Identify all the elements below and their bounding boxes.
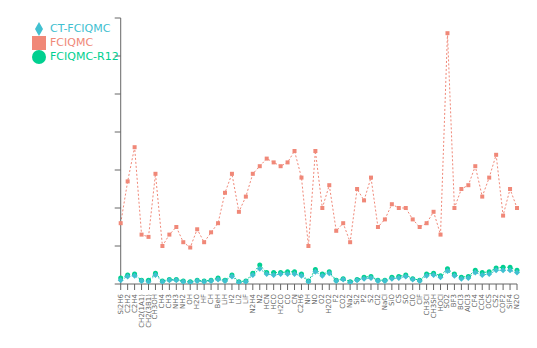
svg-text:SiF4: SiF4 [506,294,514,309]
svg-text:ClF: ClF [415,294,424,305]
svg-text:BeH: BeH [214,294,222,309]
svg-text:Si2: Si2 [353,294,362,305]
svg-text:SO: SO [401,294,410,304]
html-text:FCIQMC-R12: FCIQMC-R12 [50,50,119,63]
svg-text:CO2: CO2 [339,294,348,309]
svg-text:CH3SH: CH3SH [429,294,438,319]
svg-text:SiO: SiO [387,294,396,306]
svg-text:NH2: NH2 [179,294,188,309]
svg-text:CS: CS [394,294,403,304]
svg-text:CS2: CS2 [492,294,501,308]
svg-text:ClO: ClO [408,294,417,307]
svg-text:NH: NH [304,294,313,305]
svg-text:N2: N2 [255,294,264,304]
svg-text:S2: S2 [367,294,375,303]
svg-text:P2: P2 [360,294,368,303]
svg-text:H2CO: H2CO [276,294,285,315]
svg-text:BF3: BF3 [450,294,459,308]
svg-text:H2O: H2O [193,294,202,310]
svg-text:LiH: LiH [221,294,229,306]
svg-text:CH2(1A1): CH2(1A1) [137,294,146,328]
svg-text:CH2(3B1): CH2(3B1) [144,294,153,328]
svg-text:BCl3: BCl3 [457,294,466,310]
svg-text:HOCl: HOCl [436,294,445,312]
svg-text:CH4: CH4 [158,294,167,309]
svg-text:AlCl3: AlCl3 [464,294,473,312]
svg-text:OH: OH [186,294,195,305]
svg-text:COF2: COF2 [499,294,508,313]
svg-text:CH: CH [207,294,216,305]
svg-text:SO2: SO2 [443,294,452,309]
svg-text:CCl4: CCl4 [478,294,487,311]
svg-text:H2: H2 [227,294,236,304]
svg-text:CF4: CF4 [471,294,480,308]
svg-text:H2O2: H2O2 [325,294,334,314]
svg-text:F2: F2 [332,294,341,303]
svg-text:NH3: NH3 [172,294,181,309]
svg-text:CN: CN [290,294,299,305]
svg-text:Cl2: Cl2 [373,294,382,306]
svg-text:NO: NO [311,294,320,305]
svg-text:Si2H6: Si2H6 [116,294,125,315]
svg-text:LiF: LiF [241,294,250,304]
svg-text:Na2: Na2 [346,294,355,308]
svg-text:C2H6: C2H6 [297,294,306,314]
svg-text:HCN: HCN [262,294,271,310]
svg-text:OCS: OCS [485,294,494,309]
html-text:FCIQMC: FCIQMC [50,36,94,49]
svg-text:HF: HF [200,294,209,304]
svg-text:NaCl: NaCl [380,294,389,311]
svg-text:CH3Cl: CH3Cl [422,294,431,316]
html-text:CT-FCIQMC: CT-FCIQMC [50,22,111,35]
svg-text:N2O: N2O [513,294,521,310]
svg-text:C2H2: C2H2 [123,294,132,314]
svg-text:N2H4: N2H4 [248,294,257,314]
svg-text:CH3: CH3 [165,294,174,309]
svg-text:Li2: Li2 [234,294,243,305]
svg-text:C2H4: C2H4 [130,294,139,314]
svg-text:HCO: HCO [269,294,278,310]
svg-text:CO: CO [283,294,292,305]
svg-text:CH3OH: CH3OH [151,294,160,320]
svg-text:O2: O2 [318,294,327,304]
